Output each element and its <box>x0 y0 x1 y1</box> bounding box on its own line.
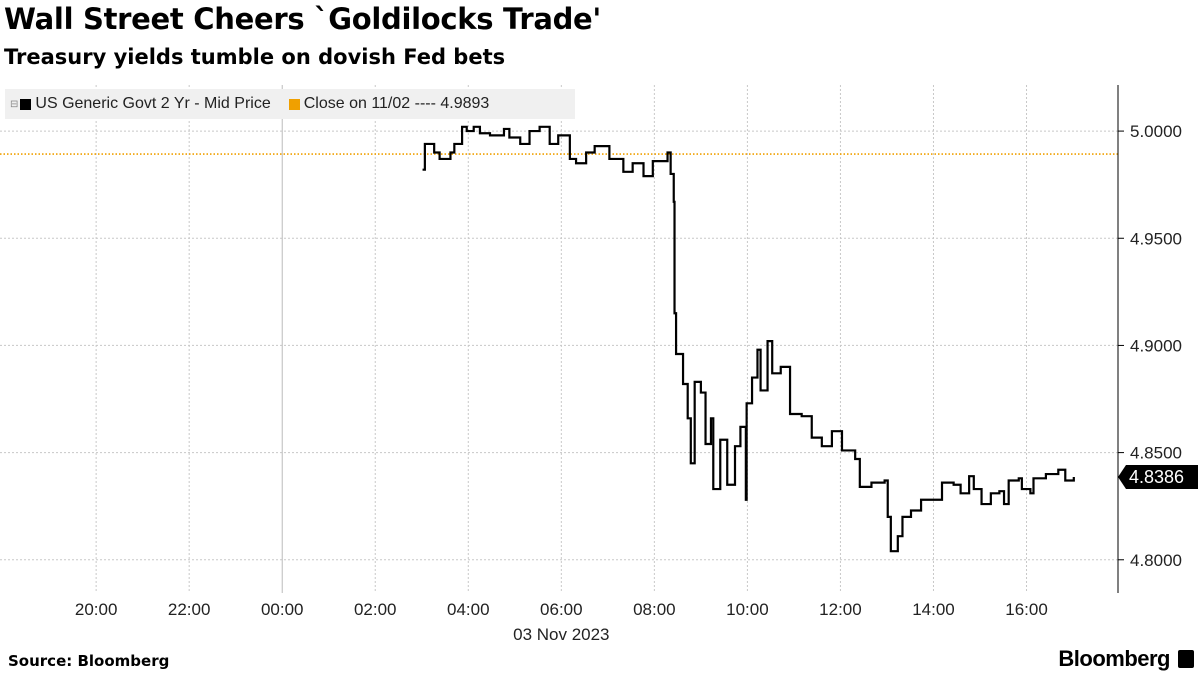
legend-swatch-close <box>288 98 300 110</box>
chart-title: Wall Street Cheers `Goldilocks Trade' <box>4 2 602 36</box>
legend-swatch-series <box>20 98 32 110</box>
y-tick-label: 4.8000 <box>1130 551 1182 570</box>
legend: ⊟ US Generic Govt 2 Yr - Mid Price Close… <box>5 89 575 119</box>
x-tick-label: 20:00 <box>75 600 118 619</box>
chart-subtitle: Treasury yields tumble on dovish Fed bet… <box>4 45 506 69</box>
axes: 4.8000 4.8500 4.9000 4.9500 5.0000 20:00 22:00… <box>75 85 1198 644</box>
x-tick-label: 12:00 <box>819 600 862 619</box>
series-line-us-2yr <box>422 125 1075 553</box>
x-tick-label: 22:00 <box>168 600 211 619</box>
x-tick-label: 06:00 <box>540 600 583 619</box>
last-value-label: 4.8386 <box>1129 467 1184 487</box>
x-tick-label: 16:00 <box>1005 600 1048 619</box>
legend-collapse-icon[interactable]: ⊟ <box>10 98 19 110</box>
source-note: Source: Bloomberg <box>8 652 170 670</box>
x-tick-label: 04:00 <box>447 600 490 619</box>
x-tick-label: 08:00 <box>633 600 676 619</box>
x-tick-label: 00:00 <box>261 600 304 619</box>
series-lines <box>422 125 1075 553</box>
y-tick-label: 4.8500 <box>1130 444 1182 463</box>
x-tick-label: 02:00 <box>354 600 397 619</box>
grid <box>0 85 1118 593</box>
x-tick-label: 10:00 <box>726 600 769 619</box>
legend-item-close: Close on 11/02 ---- 4.9893 <box>303 95 490 112</box>
y-tick-label: 4.9000 <box>1130 336 1182 355</box>
bloomberg-logo-icon <box>1178 650 1194 668</box>
y-tick-label: 5.0000 <box>1130 122 1182 141</box>
x-tick-label: 14:00 <box>912 600 955 619</box>
x-date-label: 03 Nov 2023 <box>513 625 609 644</box>
y-tick-label: 4.9500 <box>1130 229 1182 248</box>
legend-item-series: US Generic Govt 2 Yr - Mid Price <box>35 95 271 112</box>
last-value-tag <box>1118 465 1198 490</box>
bloomberg-logo: Bloomberg <box>1058 646 1170 671</box>
